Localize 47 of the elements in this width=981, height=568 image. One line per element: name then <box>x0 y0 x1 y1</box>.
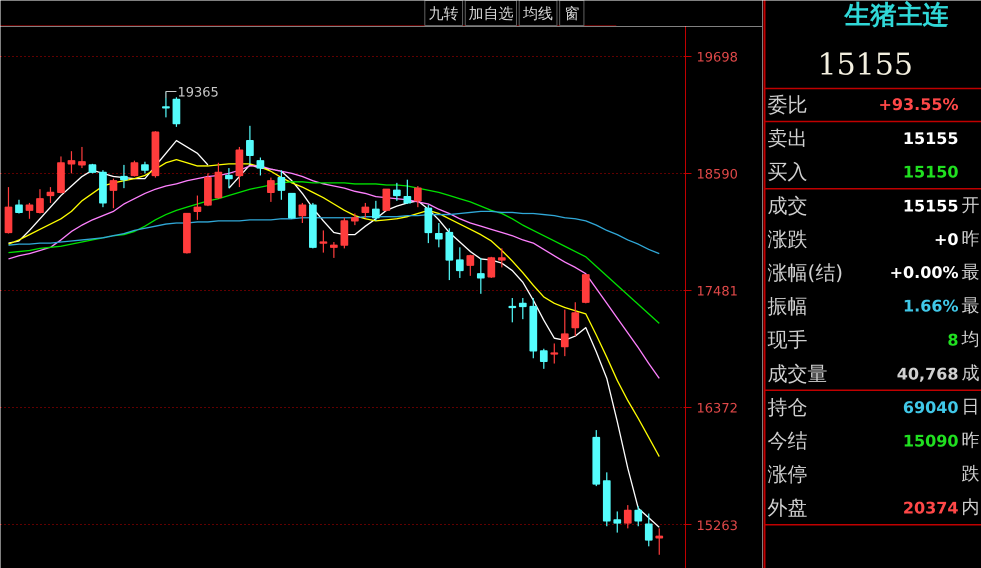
text: 69040 <box>902 398 959 417</box>
text: 窗 <box>564 4 580 22</box>
text: 8 <box>947 330 959 350</box>
text: +0 <box>934 230 959 249</box>
text: 买入 <box>768 160 808 184</box>
y-tick-label: 19698 <box>696 50 738 66</box>
text: 20374 <box>902 498 959 518</box>
text: 涨停 <box>768 462 808 486</box>
text: 持仓 <box>768 394 808 419</box>
y-tick-label: 17481 <box>696 284 738 300</box>
text: 加自选 <box>468 4 514 22</box>
text: 跌 <box>962 464 980 485</box>
text: 15155 <box>902 129 959 148</box>
text: 均 <box>960 329 980 350</box>
text: 生猪主连 <box>844 0 948 30</box>
text: 成 <box>962 362 980 384</box>
text: 15150 <box>902 162 959 182</box>
text: 外盘 <box>768 496 808 520</box>
text: 现手 <box>768 328 808 352</box>
text: 昨 <box>962 228 980 250</box>
text: 今结 <box>768 428 808 452</box>
text: 40,768 <box>896 364 959 384</box>
text: 日 <box>962 396 980 418</box>
text: 15155 <box>902 196 959 216</box>
text: 1.66% <box>902 296 959 316</box>
text: 振幅 <box>768 294 808 318</box>
text: 内 <box>962 497 980 518</box>
text: 成交量 <box>768 361 828 386</box>
text: 九转 <box>428 4 459 22</box>
text: 开 <box>962 194 980 216</box>
text: 15155 <box>818 48 913 82</box>
text: 最 <box>962 296 980 317</box>
text: 昨 <box>962 430 980 451</box>
text: +93.55% <box>878 95 958 114</box>
text: 涨跌 <box>768 226 808 251</box>
text: 涨幅(结) <box>768 260 844 284</box>
text: 卖出 <box>768 126 808 150</box>
annotation: 19365 <box>177 85 219 100</box>
text: 最 <box>962 262 980 283</box>
text: 委比 <box>768 92 808 116</box>
y-tick-label: 18590 <box>696 167 738 182</box>
text: 均线 <box>522 4 554 22</box>
y-tick-label: 16372 <box>696 402 738 417</box>
y-tick-label: 15263 <box>696 518 738 534</box>
text: +0.00% <box>890 263 959 282</box>
text: 成交 <box>768 193 808 218</box>
text: 15090 <box>902 432 959 450</box>
